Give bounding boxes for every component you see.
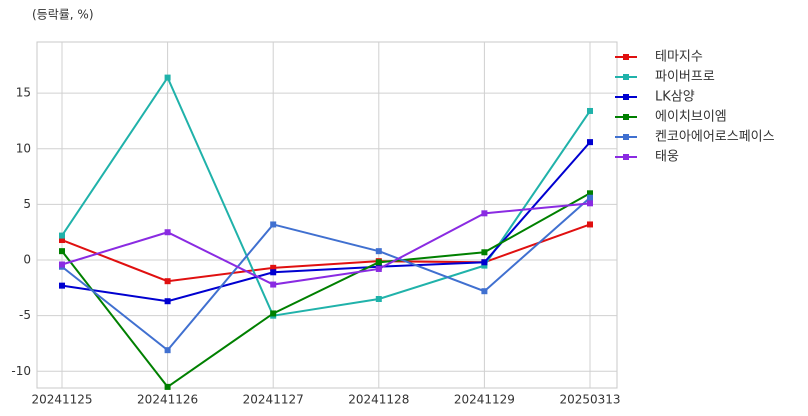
legend-marker (623, 74, 629, 80)
point-marker (164, 383, 171, 390)
legend-label: 파이버프로 (655, 70, 715, 85)
y-tick-label: -5 (19, 308, 31, 322)
series-line (61, 75, 591, 317)
point-marker (375, 248, 382, 255)
y-tick-label: 10 (16, 141, 31, 155)
plot-area (36, 41, 618, 389)
series-line (61, 197, 591, 352)
point-marker (587, 221, 593, 228)
point-marker (375, 295, 382, 302)
point-marker (587, 139, 593, 146)
point-marker (164, 74, 171, 81)
legend-label: 태웅 (655, 150, 679, 165)
legend-label: 테마지수 (655, 50, 703, 65)
point-marker (587, 107, 593, 114)
legend-label: 에이치브이엠 (655, 110, 727, 125)
point-marker (587, 190, 593, 197)
series-line (61, 223, 591, 283)
point-marker (375, 259, 382, 266)
x-tick-label: 20241129 (454, 393, 515, 407)
point-marker (59, 237, 65, 244)
point-marker (481, 249, 488, 256)
series-line (61, 202, 591, 286)
point-marker (375, 265, 382, 272)
point-marker (164, 229, 171, 236)
point-marker (59, 261, 65, 268)
point-marker (270, 310, 277, 317)
legend-label: LK삼양 (655, 90, 695, 105)
legend-marker (623, 54, 629, 60)
point-marker (164, 298, 171, 305)
x-tick-label: 20241125 (31, 393, 92, 407)
point-marker (270, 221, 277, 228)
point-marker (270, 264, 277, 271)
legend-marker (623, 134, 629, 140)
point-marker (59, 232, 65, 239)
legend-label: 켄코아에어로스페이스 (655, 130, 775, 145)
point-marker (164, 347, 171, 354)
point-marker (270, 269, 277, 276)
y-tick-label: 0 (23, 253, 31, 267)
y-tick-label: 15 (16, 86, 31, 100)
point-marker (481, 259, 488, 266)
legend-marker (623, 94, 629, 100)
x-tick-label: 20250313 (559, 393, 620, 407)
point-marker (481, 262, 488, 269)
point-marker (59, 248, 65, 255)
legend-marker (623, 114, 629, 120)
legend-marker (623, 154, 629, 160)
x-tick-label: 20241126 (137, 393, 198, 407)
point-marker (587, 194, 593, 201)
point-marker (481, 288, 488, 295)
series-line (61, 192, 591, 389)
x-tick-label: 20241128 (348, 393, 409, 407)
unit-label: (등락률, %) (32, 8, 94, 22)
y-tick-label: 5 (23, 197, 31, 211)
x-tick-label: 20241127 (243, 393, 304, 407)
y-tick-label: -10 (11, 364, 31, 378)
point-marker (59, 282, 65, 289)
point-marker (481, 210, 488, 217)
point-marker (164, 278, 171, 285)
point-marker (270, 281, 277, 288)
point-marker (587, 200, 593, 207)
